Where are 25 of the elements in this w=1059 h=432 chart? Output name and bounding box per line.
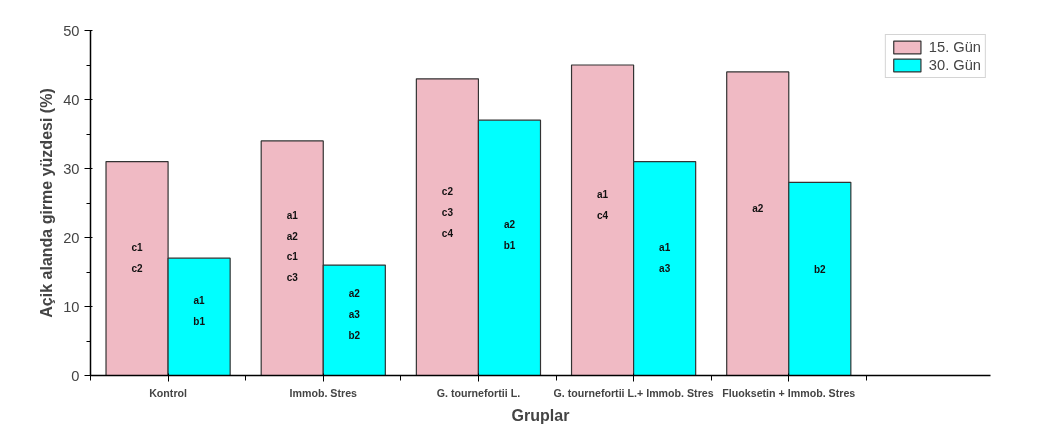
x-tick-label: G. tournefortii L.: [436, 386, 521, 399]
y-tick-label: 40: [63, 91, 80, 108]
data-label: a2 a3 b2: [348, 288, 361, 342]
legend-label: 30. Gün: [928, 57, 981, 73]
x-tick-label: Fluoksetin + Immob. Stres: [722, 386, 856, 399]
x-tick-label: G. tournefortii L.+ Immob. Stres: [553, 386, 714, 399]
y-tick-label: 20: [63, 229, 80, 246]
y-axis-title: Açik alanda girme yüzdesi (%): [38, 88, 56, 318]
x-tick-label: Immob. Stres: [289, 386, 358, 399]
data-label: a2: [752, 203, 764, 215]
data-label: a1 b1: [193, 295, 206, 327]
data-label: c1 c2: [131, 241, 144, 274]
y-tick-label: 50: [63, 22, 80, 39]
data-label: a1 c4: [597, 188, 609, 221]
y-tick-label: 30: [63, 160, 80, 177]
data-label: c2 c3 c4: [441, 185, 454, 239]
y-tick-label: 0: [71, 367, 80, 384]
data-label: a1 a2 c1 c3: [286, 209, 299, 284]
x-axis-title: Gruplar: [511, 406, 570, 424]
data-label: a2 b1: [503, 219, 516, 252]
legend-label: 15. Gün: [928, 39, 981, 55]
x-tick-label: Kontrol: [149, 386, 188, 399]
y-tick-label: 10: [63, 298, 80, 315]
data-label: a1 a3: [659, 241, 671, 274]
data-label: b2: [813, 263, 827, 275]
